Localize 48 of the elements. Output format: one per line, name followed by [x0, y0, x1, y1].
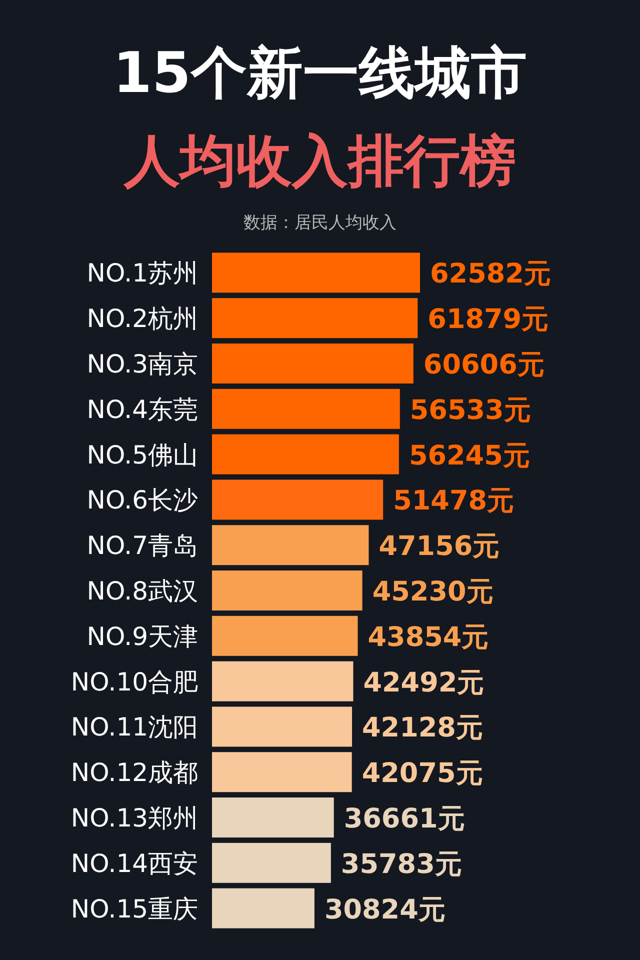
bar	[212, 252, 420, 293]
data-label: 43854元	[368, 622, 489, 653]
bar	[212, 752, 352, 792]
y-tick-label: NO.13郑州	[70, 804, 198, 832]
y-tick-label: NO.7青岛	[86, 531, 198, 560]
data-label: 56245元	[408, 440, 530, 472]
bar	[212, 842, 331, 883]
data-label: 45230元	[372, 576, 494, 608]
data-label: 35783元	[340, 848, 462, 880]
data-label: 51478元	[393, 486, 514, 517]
bar	[212, 616, 358, 656]
chart-subtitle: 人均收入排行榜	[123, 129, 516, 194]
y-tick-label: NO.6长沙	[86, 486, 198, 515]
bar	[212, 434, 399, 474]
data-label: 30824元	[324, 894, 446, 926]
bar	[212, 298, 418, 338]
y-tick-label: NO.3南京	[86, 350, 198, 378]
data-label: 42492元	[363, 667, 484, 698]
bar	[212, 344, 414, 384]
bar	[212, 888, 314, 928]
y-tick-label: NO.4东莞	[86, 394, 198, 424]
y-tick-label: NO.15重庆	[70, 894, 198, 924]
y-tick-label: NO.12成都	[70, 758, 198, 788]
bar	[212, 480, 384, 520]
bar	[212, 706, 352, 747]
data-label: 47156元	[378, 531, 500, 562]
data-label: 61879元	[428, 304, 549, 336]
y-tick-label: NO.10合肥	[70, 667, 198, 696]
data-label: 42075元	[362, 758, 483, 790]
y-tick-label: NO.1苏州	[86, 258, 198, 288]
data-label: 60606元	[423, 350, 544, 380]
y-tick-label: NO.8武汉	[86, 576, 198, 606]
data-label: 36661元	[344, 804, 465, 834]
bar	[212, 525, 369, 566]
y-tick-label: NO.5佛山	[86, 440, 198, 470]
bar	[212, 570, 362, 610]
bar	[212, 798, 334, 838]
y-tick-label: NO.11沈阳	[70, 712, 198, 742]
y-tick-label: NO.9天津	[86, 622, 198, 651]
y-tick-label: NO.2杭州	[86, 304, 198, 334]
data-label: 62582元	[430, 258, 551, 290]
bar	[212, 661, 354, 702]
bar	[212, 388, 400, 429]
chart-title: 15个新一线城市	[113, 41, 527, 106]
data-label: 42128元	[362, 712, 483, 744]
data-label: 56533元	[410, 394, 531, 426]
text: 数据：居民人均收入	[244, 213, 396, 233]
y-tick-label: NO.14西安	[70, 848, 198, 878]
